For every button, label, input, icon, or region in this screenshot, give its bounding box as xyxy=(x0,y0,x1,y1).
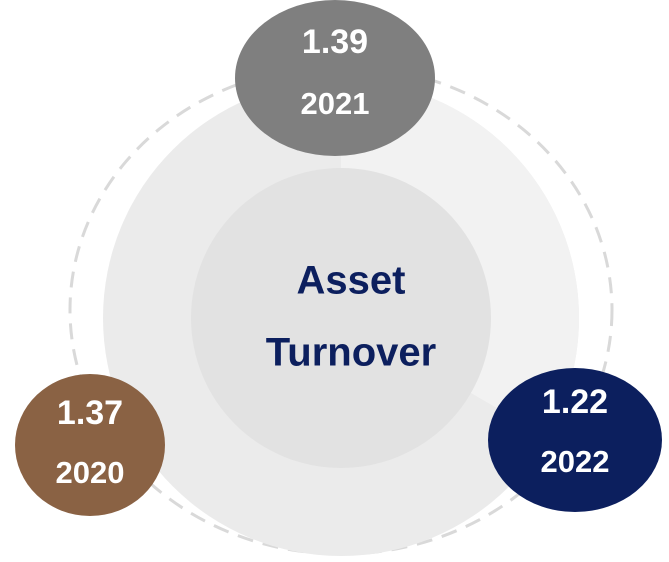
node-value: 1.22 xyxy=(542,383,608,421)
node-bubble xyxy=(15,374,165,516)
nodes: 1.39 2021 1.37 2020 1.22 2022 xyxy=(15,0,662,516)
node-bubble xyxy=(235,0,435,156)
inner-disc xyxy=(191,168,491,468)
node-bubble xyxy=(488,368,662,512)
center-title: Asset xyxy=(297,259,406,303)
node-year: 2022 xyxy=(541,444,610,479)
node-value: 1.39 xyxy=(302,23,368,61)
node-year: 2021 xyxy=(301,86,370,121)
center-title: Turnover xyxy=(266,331,436,375)
node-value: 1.37 xyxy=(57,394,123,432)
node-year: 2020 xyxy=(56,455,125,490)
